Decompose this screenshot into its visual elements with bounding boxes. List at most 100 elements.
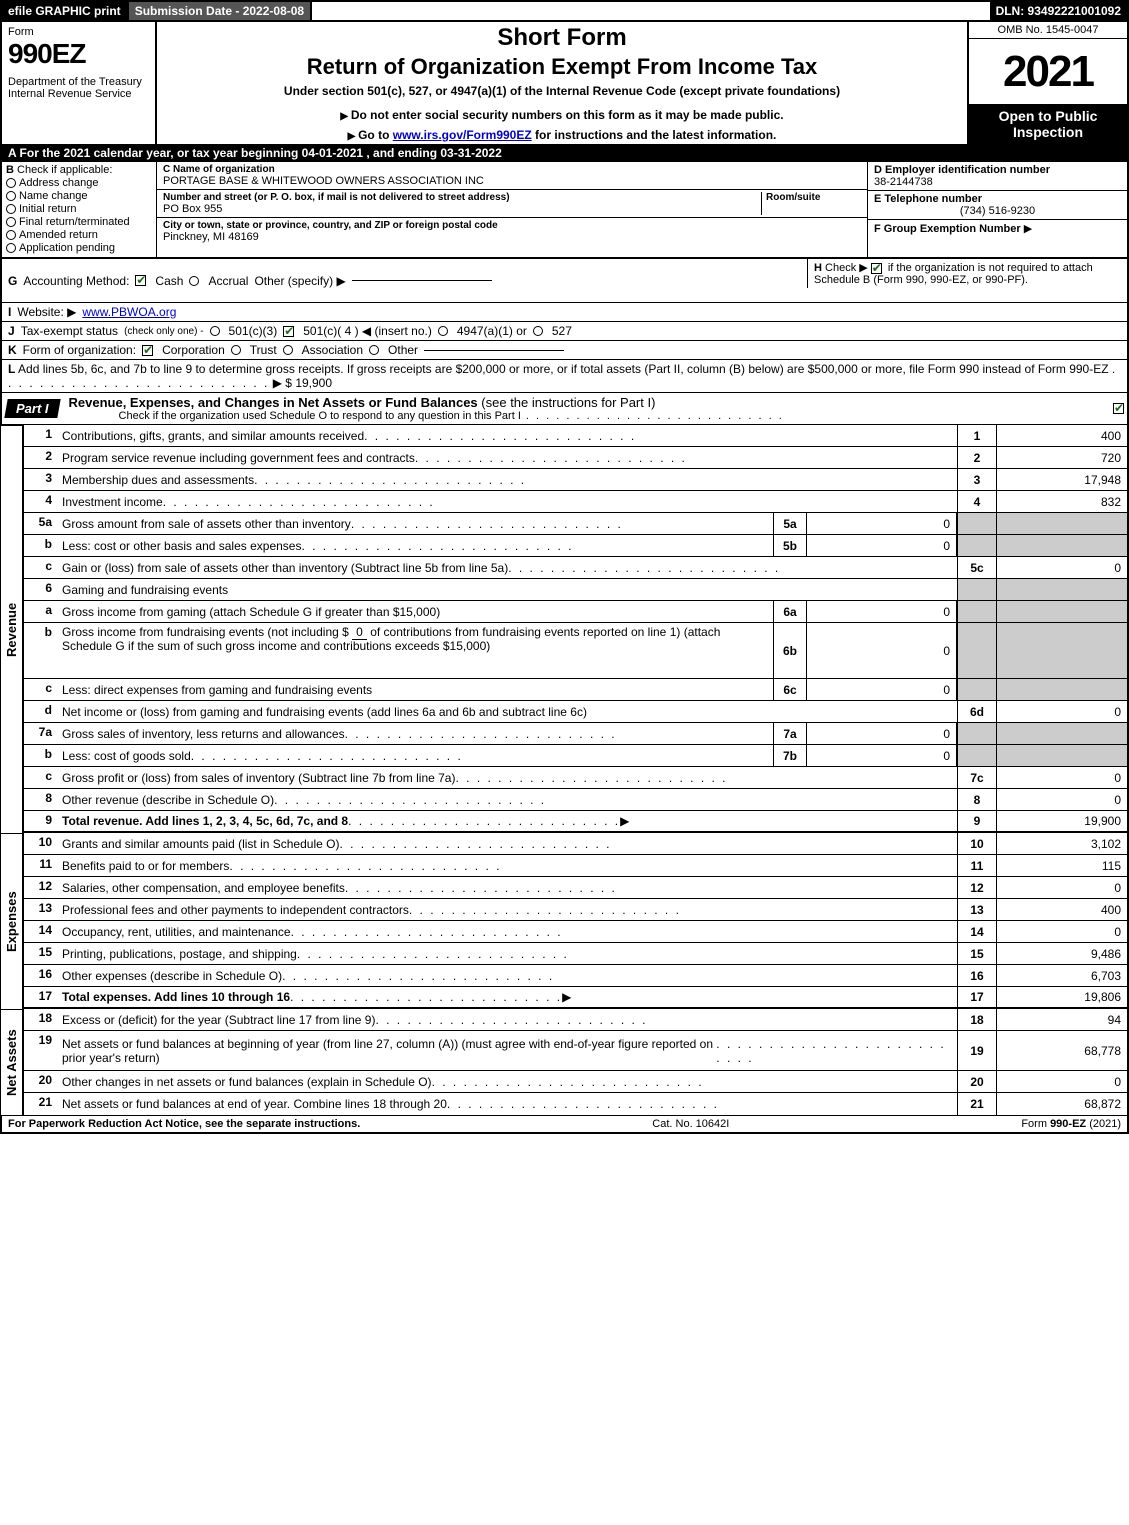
i-text: Website: ▶ bbox=[17, 305, 76, 319]
line-2-rnum: 2 bbox=[957, 447, 997, 468]
j-label: J bbox=[8, 324, 15, 338]
line-7a-rnum-shade bbox=[957, 723, 997, 744]
line-6d-rnum: 6d bbox=[957, 701, 997, 722]
other-specify-input[interactable] bbox=[352, 280, 492, 281]
j-o1: 501(c)(3) bbox=[229, 324, 278, 338]
line-6c: c Less: direct expenses from gaming and … bbox=[24, 679, 1127, 701]
line-5a-desc: Gross amount from sale of assets other t… bbox=[62, 517, 351, 531]
line-4-desc: Investment income bbox=[62, 495, 163, 509]
submission-date: Submission Date - 2022-08-08 bbox=[129, 2, 312, 20]
chk-final-return[interactable]: Final return/terminated bbox=[6, 216, 152, 228]
chk-501c[interactable] bbox=[283, 326, 294, 337]
irs-link[interactable]: www.irs.gov/Form990EZ bbox=[393, 128, 532, 142]
line-6b-rval-shade bbox=[997, 623, 1127, 678]
line-4: 4 Investment income 4 832 bbox=[24, 491, 1127, 513]
line-17: 17 Total expenses. Add lines 10 through … bbox=[24, 987, 1127, 1009]
line-5b-desc: Less: cost or other basis and sales expe… bbox=[62, 539, 301, 553]
line-6c-subnum: 6c bbox=[773, 679, 807, 700]
k-o3: Association bbox=[302, 343, 363, 357]
j-o3: 4947(a)(1) or bbox=[457, 324, 527, 338]
chk-accrual[interactable] bbox=[189, 276, 199, 286]
line-2-num: 2 bbox=[24, 447, 58, 468]
line-5a-num: 5a bbox=[24, 513, 58, 534]
efile-label[interactable]: efile GRAPHIC print bbox=[2, 2, 129, 20]
b-label: B bbox=[6, 164, 14, 176]
line-16-desc: Other expenses (describe in Schedule O) bbox=[62, 969, 282, 983]
line-9-desc: Total revenue. Add lines 1, 2, 3, 4, 5c,… bbox=[62, 814, 348, 828]
line-9-num: 9 bbox=[24, 811, 58, 831]
line-3-rnum: 3 bbox=[957, 469, 997, 490]
chk-initial-return[interactable]: Initial return bbox=[6, 203, 152, 215]
j-o2: 501(c)( 4 ) ◀ (insert no.) bbox=[303, 324, 432, 338]
chk-501c3[interactable] bbox=[210, 326, 220, 336]
col-de: D Employer identification number 38-2144… bbox=[867, 162, 1127, 257]
line-19-num: 19 bbox=[24, 1031, 58, 1070]
header-right: OMB No. 1545-0047 2021 Open to Public In… bbox=[967, 22, 1127, 144]
line-14-rval: 0 bbox=[997, 921, 1127, 942]
chk-h[interactable] bbox=[871, 263, 882, 274]
line-1-num: 1 bbox=[24, 425, 58, 446]
line-21-rnum: 21 bbox=[957, 1093, 997, 1115]
chk-other-org[interactable] bbox=[369, 345, 379, 355]
line-16-rval: 6,703 bbox=[997, 965, 1127, 986]
chk-corporation[interactable] bbox=[142, 345, 153, 356]
line-19-rnum: 19 bbox=[957, 1031, 997, 1070]
line-17-rnum: 17 bbox=[957, 987, 997, 1007]
phone-row: E Telephone number (734) 516-9230 bbox=[868, 191, 1127, 220]
street-label: Number and street (or P. O. box, if mail… bbox=[163, 192, 761, 203]
chk-cash[interactable] bbox=[135, 275, 146, 286]
line-12-rnum: 12 bbox=[957, 877, 997, 898]
line-16: 16 Other expenses (describe in Schedule … bbox=[24, 965, 1127, 987]
chk-4947[interactable] bbox=[438, 326, 448, 336]
line-3: 3 Membership dues and assessments 3 17,9… bbox=[24, 469, 1127, 491]
line-1-rval: 400 bbox=[997, 425, 1127, 446]
k-o2: Trust bbox=[250, 343, 277, 357]
line-8: 8 Other revenue (describe in Schedule O)… bbox=[24, 789, 1127, 811]
chk-association[interactable] bbox=[283, 345, 293, 355]
phone-value: (734) 516-9230 bbox=[874, 205, 1121, 217]
line-8-rval: 0 bbox=[997, 789, 1127, 810]
chk-name-change[interactable]: Name change bbox=[6, 190, 152, 202]
line-6b: b Gross income from fundraising events (… bbox=[24, 623, 1127, 679]
accrual-label: Accrual bbox=[208, 274, 248, 288]
line-6-rval-shade bbox=[997, 579, 1127, 600]
line-10-num: 10 bbox=[24, 833, 58, 854]
other-org-input[interactable] bbox=[424, 350, 564, 351]
chk-application-pending[interactable]: Application pending bbox=[6, 242, 152, 254]
k-text: Form of organization: bbox=[23, 343, 136, 357]
line-10-rval: 3,102 bbox=[997, 833, 1127, 854]
line-3-desc: Membership dues and assessments bbox=[62, 473, 254, 487]
line-13-rval: 400 bbox=[997, 899, 1127, 920]
line-1-rnum: 1 bbox=[957, 425, 997, 446]
line-15: 15 Printing, publications, postage, and … bbox=[24, 943, 1127, 965]
chk-schedule-o[interactable] bbox=[1113, 403, 1124, 414]
chk-527[interactable] bbox=[533, 326, 543, 336]
line-6-num: 6 bbox=[24, 579, 58, 600]
org-name: PORTAGE BASE & WHITEWOOD OWNERS ASSOCIAT… bbox=[163, 175, 861, 187]
line-11-rval: 115 bbox=[997, 855, 1127, 876]
line-6b-subnum: 6b bbox=[773, 623, 807, 678]
website-link[interactable]: www.PBWOA.org bbox=[82, 305, 176, 319]
chk-trust[interactable] bbox=[231, 345, 241, 355]
line-9-rnum: 9 bbox=[957, 811, 997, 831]
line-5b-subval: 0 bbox=[807, 535, 957, 556]
line-15-num: 15 bbox=[24, 943, 58, 964]
line-5c-rnum: 5c bbox=[957, 557, 997, 578]
line-14-num: 14 bbox=[24, 921, 58, 942]
line-14-rnum: 14 bbox=[957, 921, 997, 942]
line-14-desc: Occupancy, rent, utilities, and maintena… bbox=[62, 925, 291, 939]
revenue-side-label: Revenue bbox=[0, 425, 24, 833]
row-a-tax-year: A For the 2021 calendar year, or tax yea… bbox=[0, 144, 1129, 162]
line-7b: b Less: cost of goods sold 7b 0 bbox=[24, 745, 1127, 767]
note-ssn: Do not enter social security numbers on … bbox=[163, 108, 961, 122]
line-5a-rval-shade bbox=[997, 513, 1127, 534]
chk-amended-return[interactable]: Amended return bbox=[6, 229, 152, 241]
header-left: Form 990EZ Department of the Treasury In… bbox=[2, 22, 157, 144]
chk-address-change[interactable]: Address change bbox=[6, 177, 152, 189]
line-7b-rval-shade bbox=[997, 745, 1127, 766]
line-7c: c Gross profit or (loss) from sales of i… bbox=[24, 767, 1127, 789]
footer-right: Form 990-EZ (2021) bbox=[1021, 1118, 1121, 1130]
org-name-label: C Name of organization bbox=[163, 164, 861, 175]
line-7c-rval: 0 bbox=[997, 767, 1127, 788]
line-15-rval: 9,486 bbox=[997, 943, 1127, 964]
